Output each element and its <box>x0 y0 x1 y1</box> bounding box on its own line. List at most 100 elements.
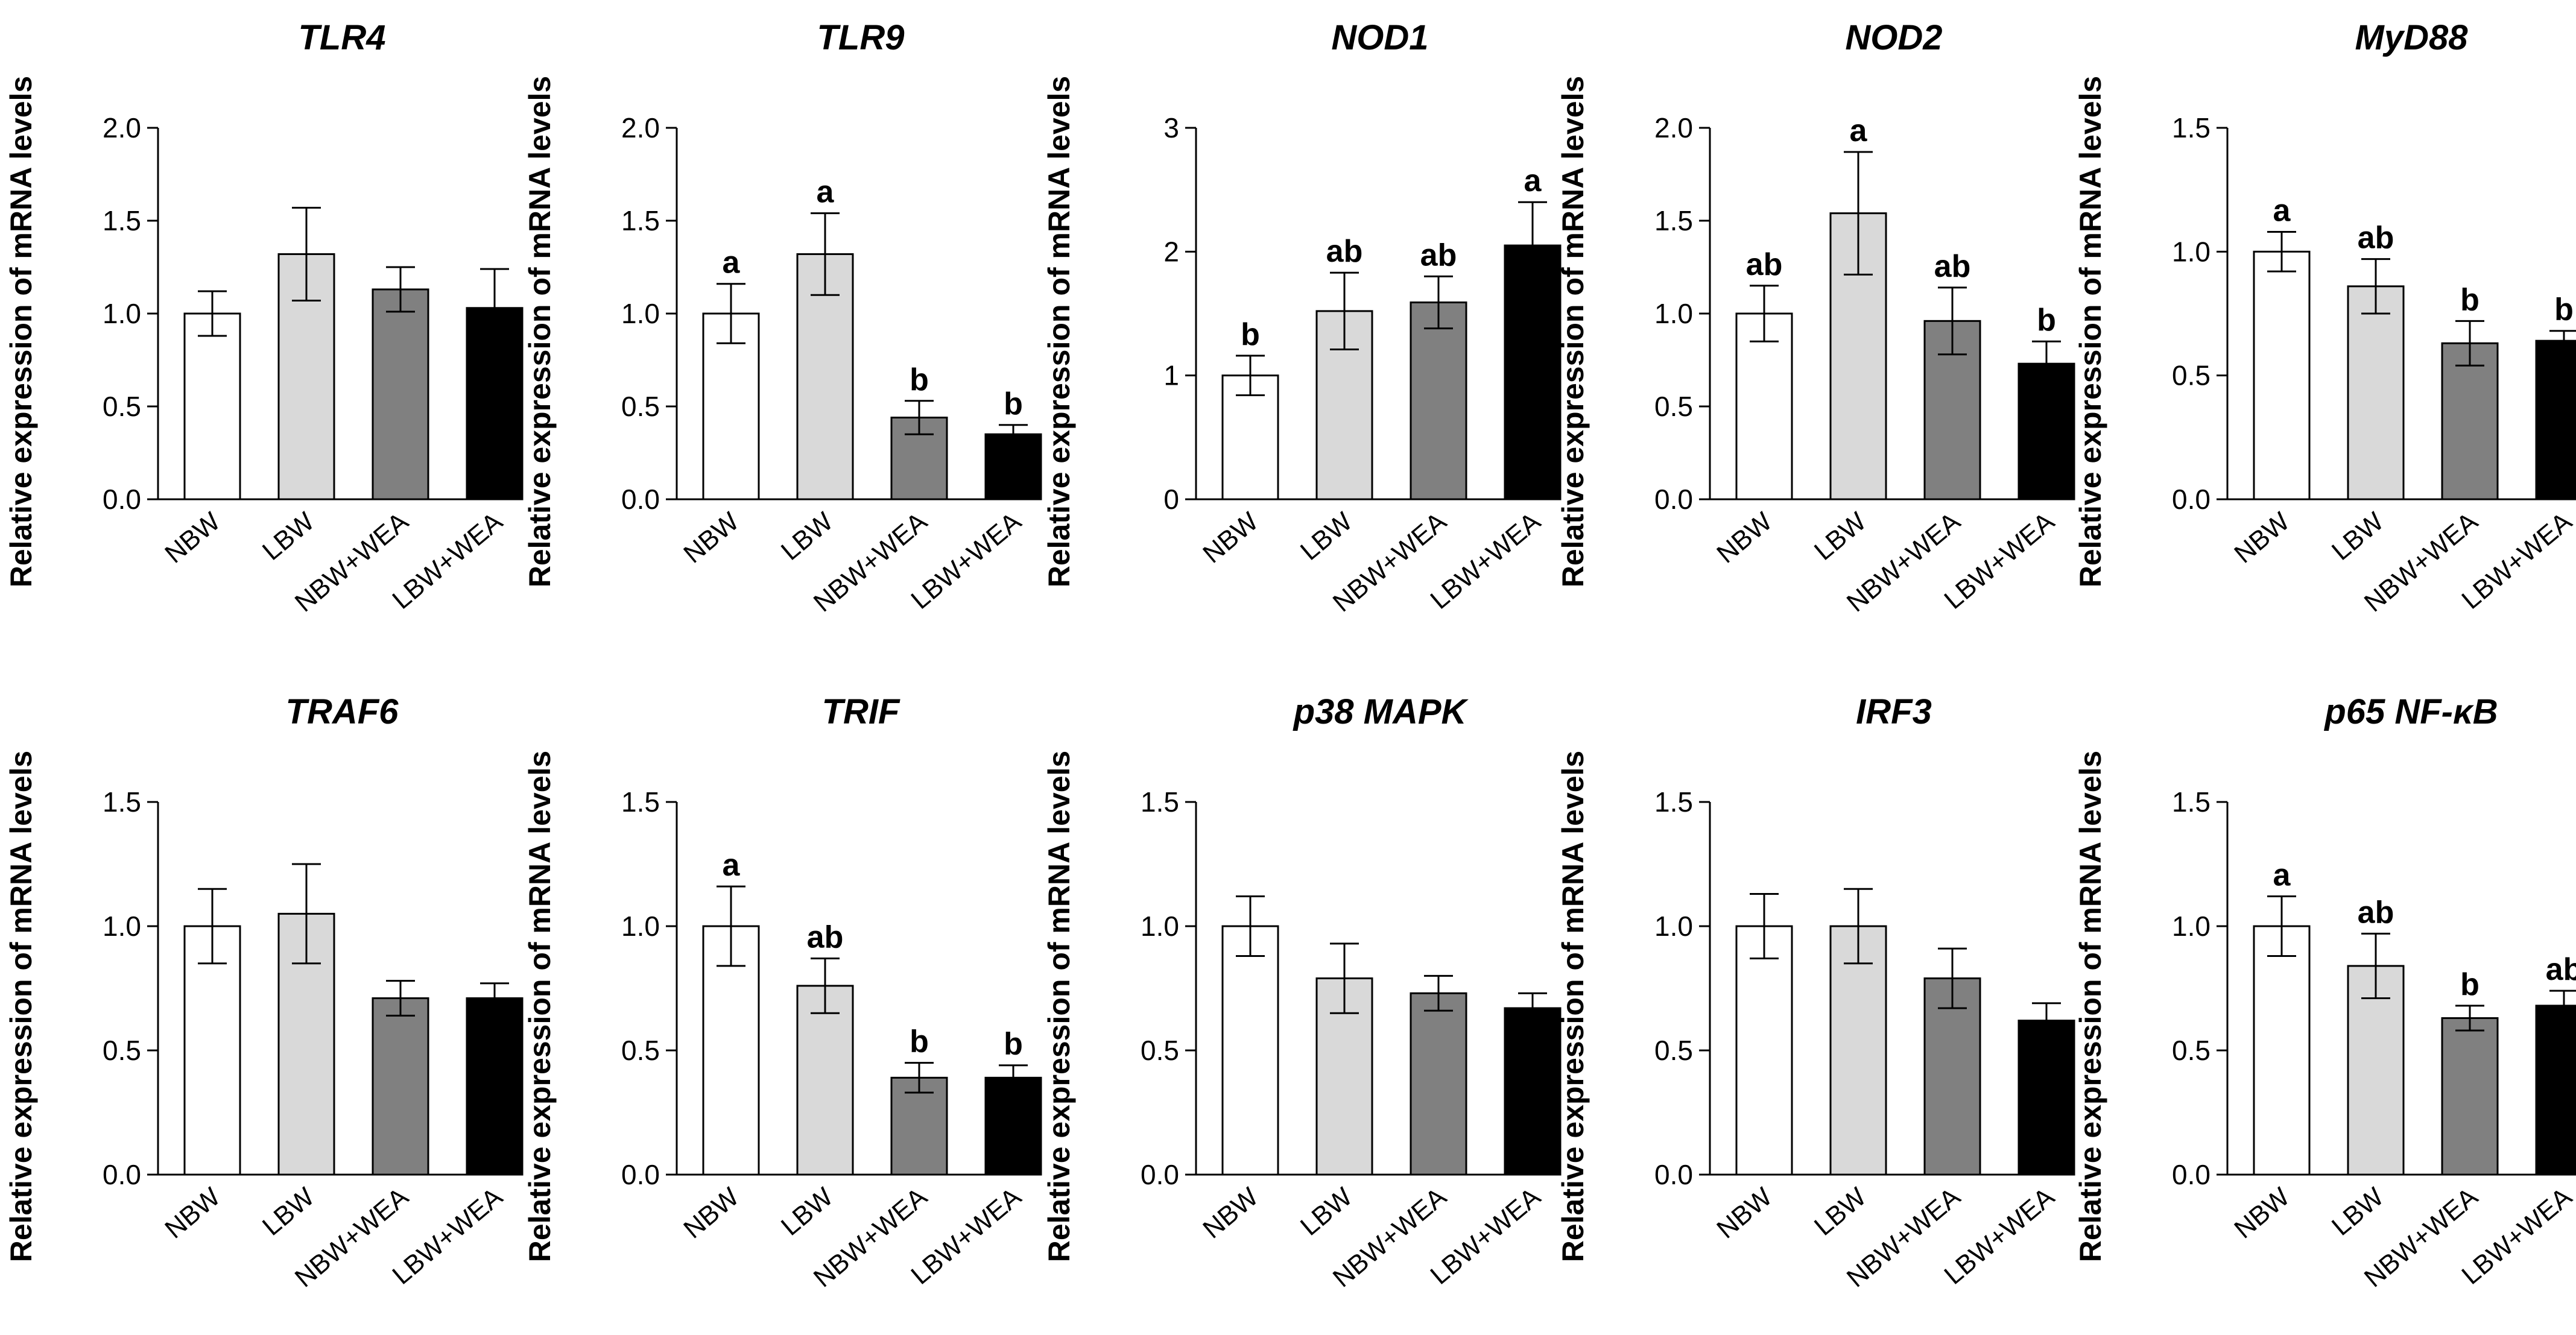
chart-trif-bar-lbw <box>796 985 854 1176</box>
chart-myd88-bar-nbw <box>2253 250 2311 500</box>
chart-trif-bar-nbw-wea <box>890 1076 948 1176</box>
chart-nod2-category-label-lbw: LBW <box>1809 507 1872 566</box>
chart-myd88-bar-lbw-wea <box>2535 339 2576 500</box>
chart-p65-nf-b-significance-lbw-wea: ab <box>2546 952 2576 987</box>
chart-nod1-significance-nbw: b <box>1241 317 1260 352</box>
chart-tlr4-ytick-label: 1.5 <box>103 205 141 236</box>
chart-nod1-ytick-label: 3 <box>1163 112 1179 144</box>
chart-p65-nf-b-significance-nbw: a <box>2273 858 2291 893</box>
chart-myd88-bar-lbw <box>2347 285 2405 500</box>
chart-traf6-ytick-label: 1.5 <box>103 786 141 818</box>
chart-p38-mapk-ytick-label: 0.0 <box>1141 1159 1179 1190</box>
chart-myd88-ytick-label: 1.5 <box>2172 112 2210 144</box>
chart-nod1-title: NOD1 <box>1331 18 1428 57</box>
chart-nod1-ytick-label: 1 <box>1163 360 1179 391</box>
chart-tlr9-significance-nbw-wea: b <box>910 362 929 397</box>
chart-myd88-ylabel: Relative expression of mRNA levels <box>2074 76 2107 588</box>
chart-traf6-bar-nbw <box>183 925 241 1176</box>
chart-myd88: MyD88 Relative expression of mRNA levels 0… <box>2074 18 2576 618</box>
chart-nod1-bar-nbw-wea <box>1410 301 1467 500</box>
chart-p38-mapk-bar-nbw-wea <box>1410 992 1467 1176</box>
chart-irf3-ytick-label: 0.5 <box>1654 1035 1693 1066</box>
chart-irf3-bar-lbw-wea <box>2017 1020 2075 1176</box>
chart-p38-mapk-bar-nbw <box>1221 925 1279 1176</box>
chart-p38-mapk-ylabel: Relative expression of mRNA levels <box>1042 751 1076 1263</box>
chart-myd88-category-label-nbw: NBW <box>2229 507 2295 569</box>
chart-irf3-ytick-label: 1.0 <box>1654 911 1693 942</box>
chart-myd88-significance-nbw: a <box>2273 193 2291 228</box>
chart-nod2-significance-nbw: ab <box>1746 247 1783 282</box>
chart-myd88-bar-nbw-wea <box>2441 342 2499 500</box>
chart-tlr4-category-label-lbw: LBW <box>257 507 320 566</box>
chart-tlr9-ytick-label: 0.0 <box>621 484 660 515</box>
chart-trif-significance-lbw: ab <box>807 920 844 955</box>
chart-trif-ytick-label: 1.5 <box>621 786 660 818</box>
chart-tlr4-bar-lbw <box>277 253 335 500</box>
chart-tlr9-ylabel: Relative expression of mRNA levels <box>523 76 557 588</box>
chart-nod2: NOD2 Relative expression of mRNA levels 0.… <box>1556 18 2075 618</box>
chart-irf3-bar-lbw <box>1829 925 1887 1176</box>
chart-p65-nf-b-ytick-label: 1.5 <box>2172 786 2210 818</box>
chart-p65-nf-b-title: p65 NF-κB <box>2323 692 2498 731</box>
chart-irf3-ylabel: Relative expression of mRNA levels <box>1556 751 1590 1263</box>
chart-p65-nf-b-category-label-lbw: LBW <box>2326 1182 2390 1242</box>
chart-p38-mapk-ytick-label: 1.0 <box>1141 911 1179 942</box>
chart-myd88-ytick-label: 1.0 <box>2172 236 2210 267</box>
chart-p65-nf-b-category-label-nbw: NBW <box>2229 1182 2295 1245</box>
chart-tlr4-bar-nbw-wea <box>372 288 429 500</box>
chart-irf3-ytick-label: 0.0 <box>1654 1159 1693 1190</box>
chart-irf3-category-label-nbw: NBW <box>1711 1182 1777 1245</box>
chart-myd88-significance-lbw: ab <box>2358 221 2394 256</box>
chart-p65-nf-b-ylabel: Relative expression of mRNA levels <box>2074 751 2107 1263</box>
chart-tlr9-bar-lbw-wea <box>984 433 1042 500</box>
chart-trif-significance-nbw: a <box>723 848 741 883</box>
chart-p38-mapk-ytick-label: 1.5 <box>1141 786 1179 818</box>
chart-tlr4-ytick-label: 1.0 <box>103 298 141 329</box>
chart-trif: TRIF Relative expression of mRNA levels 0.… <box>523 692 1042 1293</box>
chart-nod2-ylabel: Relative expression of mRNA levels <box>1556 76 1590 588</box>
chart-nod1-ytick-label: 2 <box>1163 236 1179 267</box>
chart-trif-ytick-label: 0.5 <box>621 1035 660 1066</box>
chart-p38-mapk-category-label-nbw: NBW <box>1197 1182 1264 1245</box>
chart-nod1-ytick-label: 0 <box>1163 484 1179 515</box>
chart-nod1: NOD1 Relative expression of mRNA levels 0 1… <box>1042 18 1562 618</box>
chart-myd88-category-label-lbw: LBW <box>2326 507 2390 566</box>
chart-nod2-significance-lbw-wea: b <box>2037 303 2056 338</box>
chart-tlr4: TLR4 Relative expression of mRNA levels 0.… <box>4 18 524 618</box>
chart-tlr4-ytick-label: 0.5 <box>103 391 141 422</box>
chart-tlr4-category-label-nbw: NBW <box>159 507 226 569</box>
chart-tlr4-ytick-label: 2.0 <box>103 112 141 144</box>
chart-myd88-significance-nbw-wea: b <box>2460 282 2479 317</box>
chart-p38-mapk-ytick-label: 0.5 <box>1141 1035 1179 1066</box>
chart-tlr4-title: TLR4 <box>299 18 386 57</box>
chart-p65-nf-b-ytick-label: 0.5 <box>2172 1035 2210 1066</box>
chart-tlr9-title: TLR9 <box>817 18 905 57</box>
chart-irf3-category-label-lbw: LBW <box>1809 1182 1872 1242</box>
chart-nod2-ytick-label: 1.0 <box>1654 298 1693 329</box>
chart-nod2-significance-nbw-wea: ab <box>1934 249 1971 284</box>
chart-p38-mapk-title: p38 MAPK <box>1293 692 1469 731</box>
chart-trif-ylabel: Relative expression of mRNA levels <box>523 751 557 1263</box>
chart-trif-ytick-label: 1.0 <box>621 911 660 942</box>
chart-p65-nf-b-significance-lbw: ab <box>2358 895 2394 930</box>
chart-traf6-ylabel: Relative expression of mRNA levels <box>4 751 38 1263</box>
chart-tlr9-ytick-label: 1.5 <box>621 205 660 236</box>
chart-traf6-category-label-lbw: LBW <box>257 1182 320 1242</box>
chart-p65-nf-b-bar-lbw <box>2347 965 2405 1176</box>
chart-tlr9-category-label-lbw: LBW <box>776 507 839 566</box>
chart-irf3-ytick-label: 1.5 <box>1654 786 1693 818</box>
chart-p65-nf-b-bar-nbw <box>2253 925 2311 1176</box>
chart-tlr9-ytick-label: 0.5 <box>621 391 660 422</box>
chart-trif-ytick-label: 0.0 <box>621 1159 660 1190</box>
chart-trif-significance-nbw-wea: b <box>910 1024 929 1059</box>
chart-tlr9-ytick-label: 1.0 <box>621 298 660 329</box>
chart-nod1-category-label-lbw: LBW <box>1295 507 1358 566</box>
chart-p38-mapk-bar-lbw <box>1315 977 1373 1176</box>
chart-nod2-ytick-label: 2.0 <box>1654 112 1693 144</box>
chart-trif-category-label-lbw: LBW <box>776 1182 839 1242</box>
chart-nod1-significance-lbw-wea: a <box>1524 163 1542 198</box>
chart-myd88-significance-lbw-wea: b <box>2554 292 2574 327</box>
chart-nod1-ylabel: Relative expression of mRNA levels <box>1042 76 1076 588</box>
chart-p38-mapk-category-label-lbw: LBW <box>1295 1182 1358 1242</box>
chart-traf6-bar-lbw-wea <box>466 997 524 1176</box>
